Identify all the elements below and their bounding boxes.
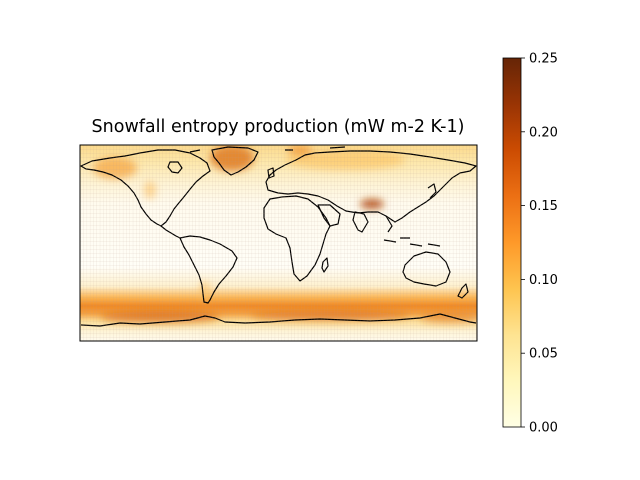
map-gridlines [80, 145, 477, 341]
colorbar-tick-label: 0.10 [529, 273, 558, 288]
colorbar-frame [502, 57, 522, 428]
colorbar-tick-label: 0.05 [529, 347, 558, 362]
colorbar-tick-label: 0.00 [529, 421, 558, 436]
colorbar-fill [503, 58, 521, 427]
colorbar-ticks: 0.00 0.05 0.10 0.15 0.20 0.25 [521, 52, 558, 436]
map-title: Snowfall entropy production (mW m-2 K-1) [91, 117, 465, 137]
colorbar-tick-label: 0.25 [529, 52, 558, 67]
colorbar-tick-label: 0.20 [529, 125, 558, 140]
colorbar: 0.00 0.05 0.10 0.15 0.20 0.25 [502, 52, 558, 436]
map-panel [80, 145, 477, 341]
map-frame [79, 144, 478, 342]
colorbar-tick-label: 0.15 [529, 199, 558, 214]
